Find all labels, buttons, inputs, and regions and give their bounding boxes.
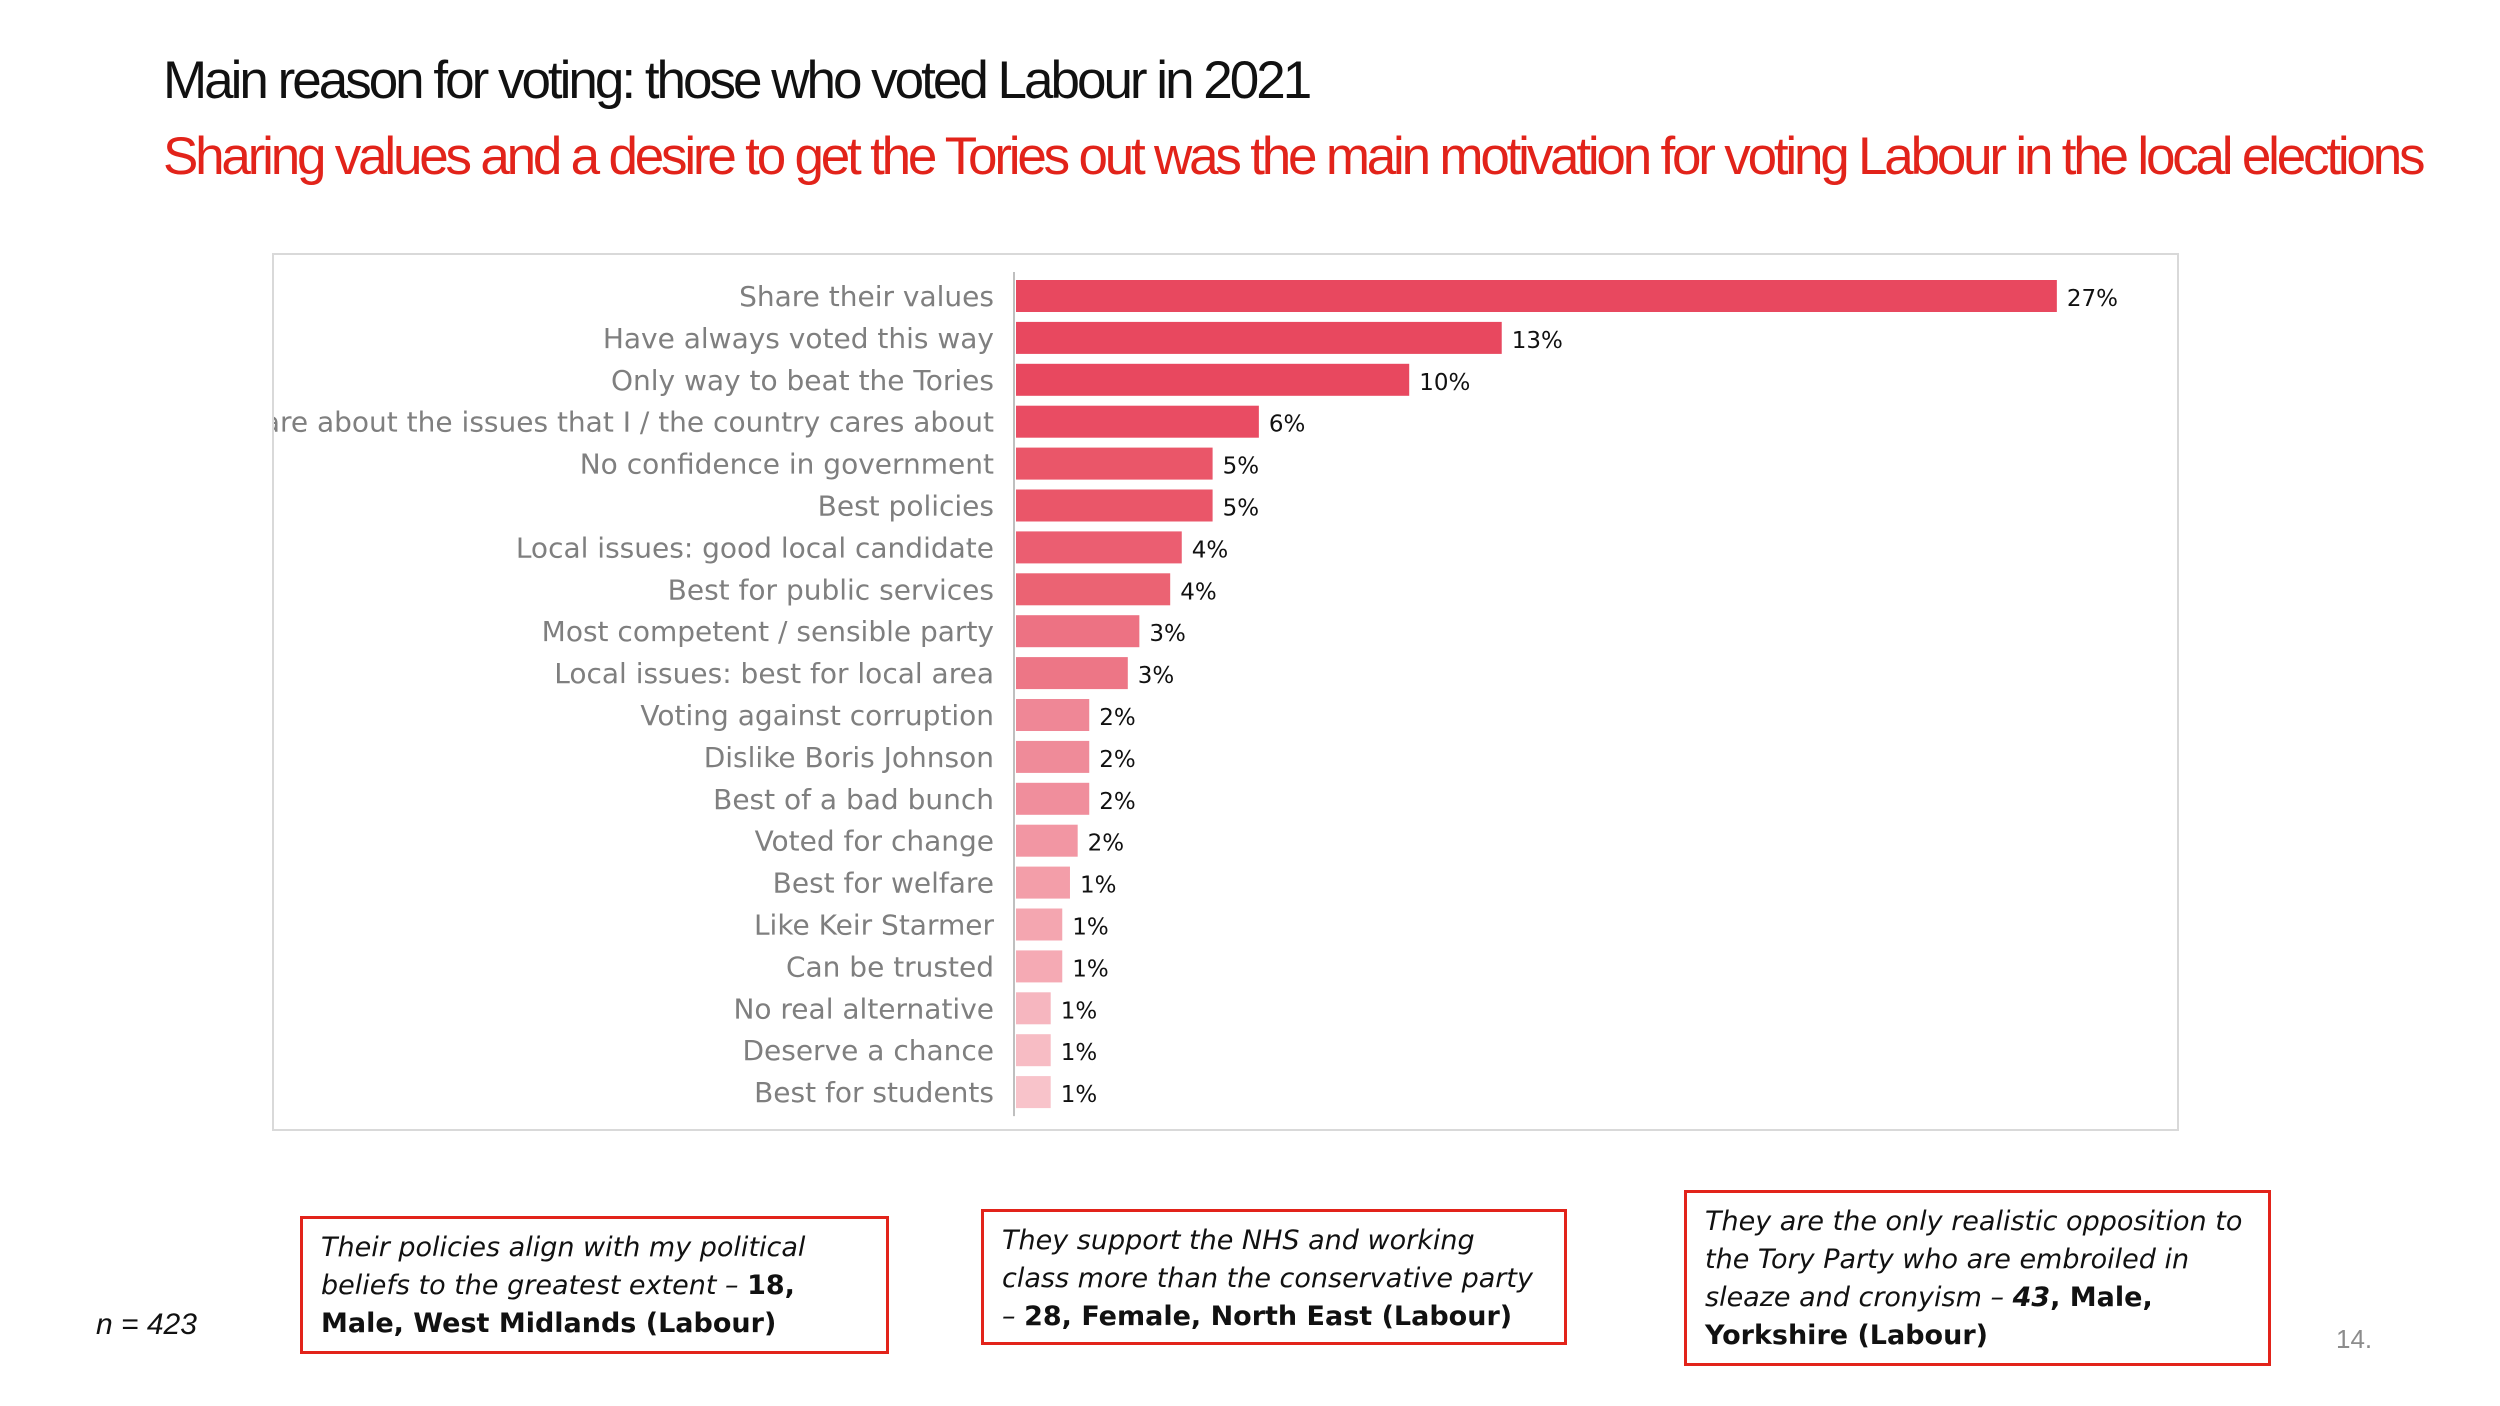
category-label: Local issues: best for local area <box>554 657 994 690</box>
quote-box-1: Their policies align with my political b… <box>300 1216 889 1354</box>
bar <box>1016 657 1128 690</box>
sample-size-label: n = 423 <box>96 1308 197 1341</box>
bar <box>1016 363 1410 396</box>
category-label: Only way to beat the Tories <box>611 364 994 397</box>
category-label: Most competent / sensible party <box>542 615 994 648</box>
data-label: 4% <box>1192 537 1229 563</box>
quote-2-attribution: 28, Female, North East (Labour) <box>1024 1301 1513 1332</box>
quote-box-3: They are the only realistic opposition t… <box>1684 1190 2271 1366</box>
data-label: 1% <box>1061 1040 1098 1066</box>
bar <box>1016 740 1090 773</box>
category-label: Deserve a chance <box>742 1034 994 1067</box>
bar <box>1016 950 1063 983</box>
quote-1-attribution: 18, Male, West Midlands (Labour) <box>321 1270 795 1339</box>
category-label: Best for welfare <box>773 867 994 900</box>
data-label: 1% <box>1080 873 1117 899</box>
category-label: Voting against corruption <box>640 699 994 732</box>
data-label: 2% <box>1099 747 1136 773</box>
bar <box>1016 615 1140 648</box>
category-label: Local issues: good local candidate <box>516 531 994 564</box>
data-label: 4% <box>1180 579 1217 605</box>
chart-frame: Share their values 27% Have always voted t… <box>272 253 2179 1131</box>
bar <box>1016 447 1213 480</box>
bar <box>1016 1034 1051 1067</box>
bar <box>1016 531 1182 564</box>
data-label: 13% <box>1512 328 1563 354</box>
quote-2-text: They support the NHS and working class m… <box>1002 1225 1533 1332</box>
data-label: 1% <box>1072 915 1109 941</box>
category-label: Can be trusted <box>786 950 994 983</box>
data-label: 2% <box>1088 831 1125 857</box>
quote-3-attribution: , Male, Yorkshire (Labour) <box>1705 1282 2153 1351</box>
quote-3-text: They are the only realistic opposition t… <box>1705 1206 2243 1313</box>
category-label: Best for public services <box>668 573 994 606</box>
data-label: 3% <box>1138 663 1175 689</box>
data-label: 27% <box>2067 286 2118 312</box>
slide-subtitle: Sharing values and a desire to get the T… <box>163 127 2425 186</box>
bar <box>1016 992 1051 1025</box>
category-label: Have always voted this way <box>603 322 994 355</box>
data-label: 5% <box>1223 454 1260 480</box>
data-label: 3% <box>1149 621 1186 647</box>
category-label: Voted for change <box>755 825 994 858</box>
bar <box>1016 489 1213 522</box>
quote-3-attribution-age: 43 <box>2012 1282 2051 1313</box>
slide-title: Main reason for voting: those who voted … <box>163 51 1312 110</box>
quote-1-text: Their policies align with my political b… <box>321 1232 806 1301</box>
bar <box>1016 405 1259 438</box>
category-label: Care about the issues that I / the count… <box>274 406 994 439</box>
category-label: No real alternative <box>733 992 994 1025</box>
bar-chart: Share their values 27% Have always voted t… <box>274 272 2118 1117</box>
category-label: Best for students <box>754 1076 994 1109</box>
bar <box>1016 824 1078 857</box>
bar <box>1016 866 1070 899</box>
data-label: 6% <box>1269 412 1306 438</box>
bar <box>1016 321 1502 354</box>
category-label: Best policies <box>818 490 994 523</box>
category-label: Best of a bad bunch <box>713 783 994 816</box>
bar <box>1016 699 1090 731</box>
bar <box>1016 1076 1051 1109</box>
category-label: No confidence in government <box>580 448 994 481</box>
category-label: Like Keir Starmer <box>754 909 995 942</box>
data-label: 2% <box>1099 789 1136 815</box>
data-label: 5% <box>1223 496 1260 522</box>
bar <box>1016 782 1090 815</box>
data-label: 2% <box>1099 705 1136 731</box>
category-label: Dislike Boris Johnson <box>704 741 994 774</box>
page-number: 14. <box>2336 1324 2373 1354</box>
data-label: 1% <box>1072 956 1109 982</box>
data-label: 1% <box>1061 1082 1098 1108</box>
bar <box>1016 280 2057 312</box>
quote-box-2: They support the NHS and working class m… <box>981 1209 1567 1345</box>
bar <box>1016 573 1171 606</box>
data-label: 1% <box>1061 998 1098 1024</box>
category-label: Share their values <box>739 280 994 313</box>
bar <box>1016 908 1063 941</box>
data-label: 10% <box>1419 370 1470 396</box>
